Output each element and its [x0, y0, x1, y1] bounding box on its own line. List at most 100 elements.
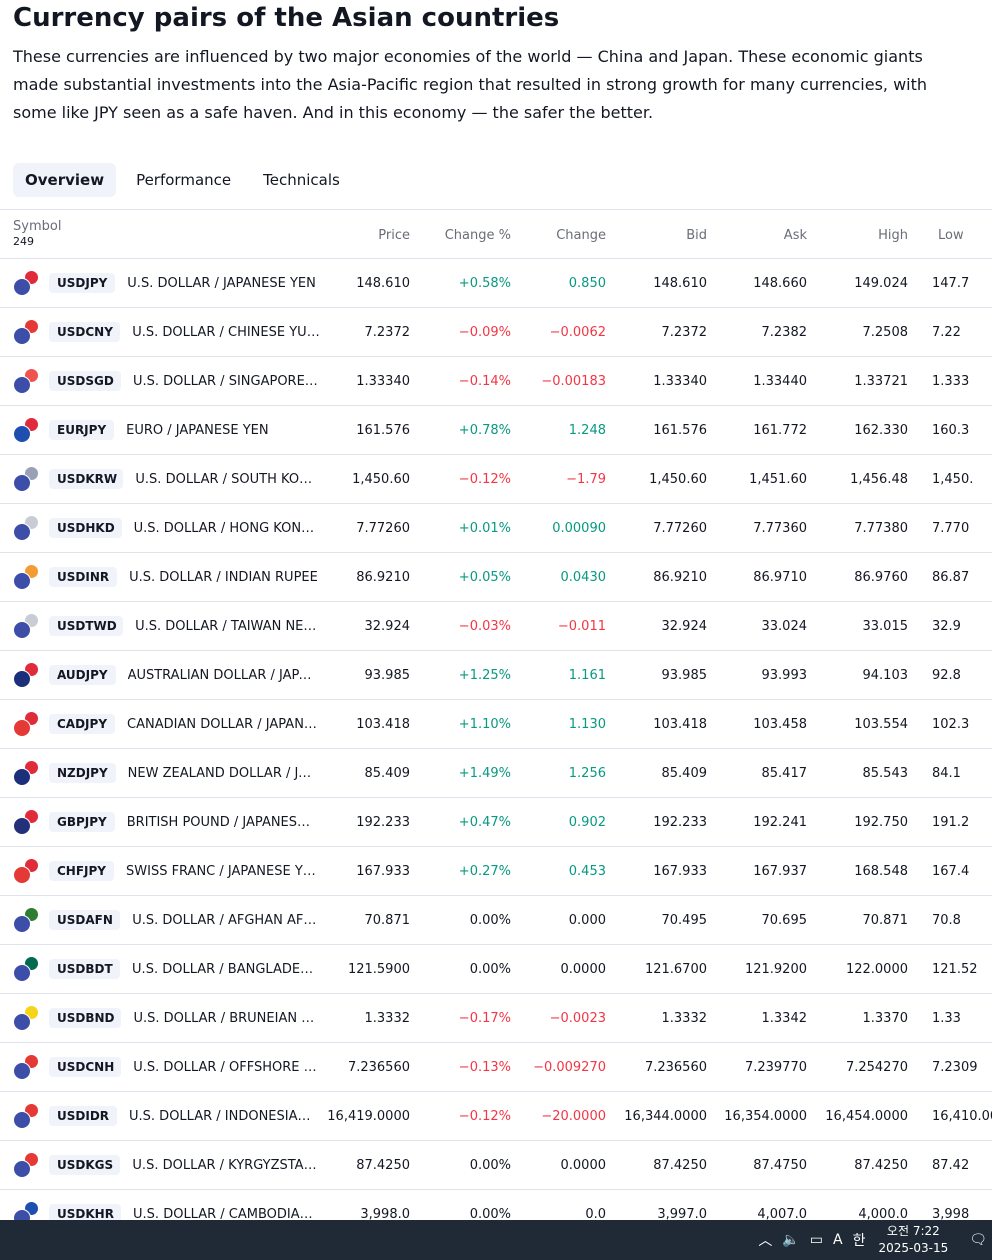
change-percent-cell: 0.00% [410, 1189, 511, 1221]
column-header-bid[interactable]: Bid [606, 210, 707, 259]
ask-cell: 7.77360 [707, 503, 807, 553]
ticker-badge[interactable]: USDCNY [49, 322, 121, 342]
ticker-badge[interactable]: USDKHR [49, 1204, 122, 1221]
clock[interactable]: 오전 7:22 2025-03-15 [878, 1223, 948, 1257]
table-row[interactable]: USDHKD U.S. DOLLAR / HONG KONG ... 7.77260… [0, 503, 992, 553]
high-cell: 1,456.48 [807, 454, 908, 504]
ticker-badge[interactable]: USDHKD [49, 518, 122, 538]
ticker-badge[interactable]: USDBDT [49, 959, 121, 979]
table-row[interactable]: USDAFN U.S. DOLLAR / AFGHAN AFG... 70.871 0… [0, 895, 992, 945]
ticker-badge[interactable]: USDSGD [49, 371, 121, 391]
table-row[interactable]: USDSGD U.S. DOLLAR / SINGAPORE D... 1.3334… [0, 356, 992, 406]
pair-description[interactable]: U.S. DOLLAR / SOUTH KORE... [135, 471, 320, 487]
column-header-change[interactable]: Change [511, 210, 606, 259]
table-row[interactable]: AUDJPY AUSTRALIAN DOLLAR / JAPA... 93.985 +… [0, 650, 992, 700]
column-header-price[interactable]: Price [320, 210, 410, 259]
table-row[interactable]: USDJPY U.S. DOLLAR / JAPANESE YEN 148.610 +… [0, 258, 992, 308]
table-row[interactable]: USDBDT U.S. DOLLAR / BANGLADESH... 121.590… [0, 944, 992, 994]
currency-flag-icon [13, 270, 39, 296]
column-header-low[interactable]: Low [908, 210, 992, 259]
ticker-badge[interactable]: USDKRW [49, 469, 124, 489]
pair-description[interactable]: U.S. DOLLAR / CAMBODIAN ... [133, 1206, 320, 1222]
ask-cell: 7.239770 [707, 1042, 807, 1092]
ticker-badge[interactable]: USDJPY [49, 273, 116, 293]
language-indicator[interactable]: 한 [852, 1233, 866, 1249]
price-cell: 32.924 [320, 601, 410, 651]
table-row[interactable]: USDKHR U.S. DOLLAR / CAMBODIAN ... 3,998.0… [0, 1189, 992, 1222]
pair-description[interactable]: U.S. DOLLAR / CHINESE YUAN [132, 324, 320, 340]
column-header-ask[interactable]: Ask [707, 210, 807, 259]
ticker-badge[interactable]: USDINR [49, 567, 118, 587]
pair-description[interactable]: U.S. DOLLAR / SINGAPORE D... [132, 373, 320, 389]
ask-cell: 1.3342 [707, 993, 807, 1043]
change-cell: −0.00183 [511, 356, 606, 406]
pair-description[interactable]: BRITISH POUND / JAPANESE ... [126, 814, 317, 830]
pair-description[interactable]: U.S. DOLLAR / AFGHAN AFG... [132, 912, 320, 928]
pair-description[interactable]: SWISS FRANC / JAPANESE YEN [126, 863, 316, 879]
ticker-badge[interactable]: NZDJPY [49, 763, 116, 783]
ticker-badge[interactable]: CHFJPY [49, 861, 114, 881]
pair-description[interactable]: EURO / JAPANESE YEN [126, 422, 269, 438]
table-row[interactable]: USDBND U.S. DOLLAR / BRUNEIAN D... 1.3332−… [0, 993, 992, 1043]
ticker-badge[interactable]: USDBND [49, 1008, 122, 1028]
ticker-badge[interactable]: EURJPY [49, 420, 115, 440]
currency-flag-icon [13, 368, 39, 394]
table-row[interactable]: USDTWD U.S. DOLLAR / TAIWAN NEW... 32.924−… [0, 601, 992, 651]
bid-cell: 16,344.0000 [606, 1091, 707, 1141]
table-row[interactable]: USDKRW U.S. DOLLAR / SOUTH KORE... 1,450.6… [0, 454, 992, 504]
bid-cell: 7.2372 [606, 307, 707, 357]
network-icon[interactable]: ▭ [809, 1232, 823, 1248]
ask-cell: 121.9200 [707, 944, 807, 994]
pair-description[interactable]: CANADIAN DOLLAR / JAPANE... [127, 716, 318, 732]
pair-description[interactable]: U.S. DOLLAR / BRUNEIAN D... [133, 1010, 320, 1026]
table-row[interactable]: USDIDR U.S. DOLLAR / INDONESIAN ... 16,419… [0, 1091, 992, 1141]
currency-flag-icon [13, 515, 39, 541]
ask-cell: 93.993 [707, 650, 807, 700]
pair-description[interactable]: AUSTRALIAN DOLLAR / JAPA... [127, 667, 318, 683]
ticker-badge[interactable]: USDCNH [49, 1057, 122, 1077]
ticker-badge[interactable]: GBPJPY [49, 812, 115, 832]
table-row[interactable]: USDKGS U.S. DOLLAR / KYRGYZSTAN... 87.4250… [0, 1140, 992, 1190]
ticker-badge[interactable]: AUDJPY [49, 665, 116, 685]
table-row[interactable]: USDCNY U.S. DOLLAR / CHINESE YUAN 7.2372 −0… [0, 307, 992, 357]
table-row[interactable]: EURJPY EURO / JAPANESE YEN 161.576 +0.78% 1.… [0, 405, 992, 455]
ticker-badge[interactable]: CADJPY [49, 714, 116, 734]
ask-cell: 1,451.60 [707, 454, 807, 504]
table-row[interactable]: USDCNH U.S. DOLLAR / OFFSHORE C... 7.23656… [0, 1042, 992, 1092]
column-header-change-percent[interactable]: Change % [410, 210, 511, 259]
change-cell: 0.902 [511, 797, 606, 847]
pair-description[interactable]: U.S. DOLLAR / KYRGYZSTAN... [132, 1157, 320, 1173]
change-cell: 0.00090 [511, 503, 606, 553]
tab-overview[interactable]: Overview [13, 163, 117, 197]
ticker-badge[interactable]: USDKGS [49, 1155, 121, 1175]
column-header-high[interactable]: High [807, 210, 908, 259]
pair-description[interactable]: U.S. DOLLAR / JAPANESE YEN [127, 275, 316, 291]
pair-description[interactable]: U.S. DOLLAR / INDONESIAN ... [129, 1108, 320, 1124]
pair-description[interactable]: U.S. DOLLAR / HONG KONG ... [133, 520, 320, 536]
ticker-badge[interactable]: USDIDR [49, 1106, 118, 1126]
ask-cell: 33.024 [707, 601, 807, 651]
currency-flag-icon [13, 1201, 39, 1221]
currency-flag-icon [13, 319, 39, 345]
ime-indicator[interactable]: A [833, 1232, 843, 1248]
table-row[interactable]: GBPJPY BRITISH POUND / JAPANESE ... 192.23… [0, 797, 992, 847]
pair-description[interactable]: U.S. DOLLAR / INDIAN RUPEE [129, 569, 318, 585]
chevron-up-icon[interactable]: ︿ [758, 1233, 773, 1249]
table-row[interactable]: USDINR U.S. DOLLAR / INDIAN RUPEE 86.9210 +… [0, 552, 992, 602]
speaker-icon[interactable]: 🔈 [782, 1232, 800, 1248]
pair-description[interactable]: U.S. DOLLAR / BANGLADESH... [132, 961, 320, 977]
table-row[interactable]: NZDJPY NEW ZEALAND DOLLAR / JA... 85.409 +1… [0, 748, 992, 798]
pair-description[interactable]: U.S. DOLLAR / OFFSHORE C... [133, 1059, 320, 1075]
table-row[interactable]: CADJPY CANADIAN DOLLAR / JAPANE... 103.418… [0, 699, 992, 749]
ticker-badge[interactable]: USDTWD [49, 616, 124, 636]
pair-description[interactable]: NEW ZEALAND DOLLAR / JA... [127, 765, 318, 781]
notification-icon[interactable]: 🗨 [969, 1232, 987, 1248]
tab-performance[interactable]: Performance [136, 171, 232, 189]
change-cell: −0.009270 [511, 1042, 606, 1092]
low-cell: 167.4 [908, 846, 992, 896]
column-header-symbol[interactable]: Symbol 249 [0, 210, 320, 259]
pair-description[interactable]: U.S. DOLLAR / TAIWAN NEW... [135, 618, 320, 634]
tab-technicals[interactable]: Technicals [263, 171, 340, 189]
ticker-badge[interactable]: USDAFN [49, 910, 121, 930]
table-row[interactable]: CHFJPY SWISS FRANC / JAPANESE YEN 167.933 +… [0, 846, 992, 896]
